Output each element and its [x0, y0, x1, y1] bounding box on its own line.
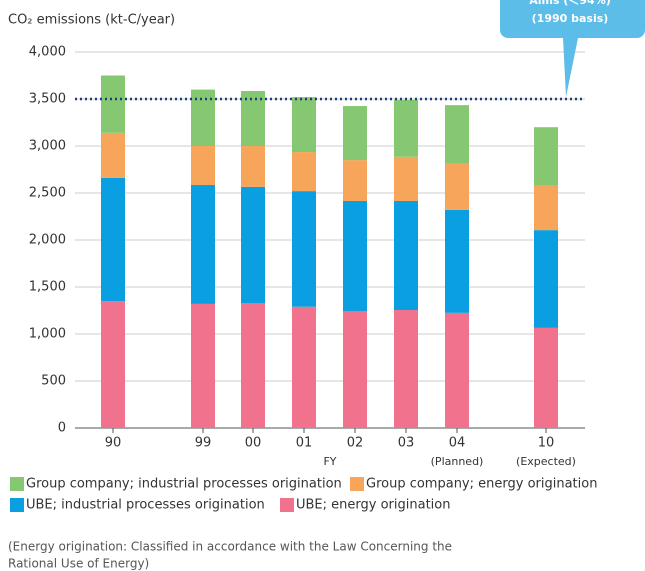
bar-segment [241, 146, 265, 187]
x-tick-label: 10 [538, 436, 555, 451]
legend-swatch [10, 498, 24, 512]
bar-segment [101, 177, 125, 302]
bar-segment [394, 99, 418, 157]
y-tick-label: 2,500 [29, 186, 66, 201]
bar-segment [445, 312, 469, 428]
bar-segment [445, 209, 469, 313]
bar-segment [292, 306, 316, 428]
x-tick-label: 02 [347, 436, 364, 451]
bar-segment [292, 191, 316, 307]
bar-segment [241, 302, 265, 428]
y-tick-label: 3,000 [29, 139, 66, 154]
legend-label: UBE; industrial processes origination [26, 498, 265, 513]
y-tick-label: 4,000 [29, 45, 66, 60]
legend-swatch [280, 498, 294, 512]
footnote: (Energy origination: Classified in accor… [8, 540, 452, 554]
y-tick-label: 3,500 [29, 92, 66, 107]
x-tick-sublabel: (Expected) [516, 455, 576, 468]
bar-segment [445, 163, 469, 210]
legend-swatch [10, 477, 24, 491]
bar-segment [394, 156, 418, 201]
bar-segment [101, 75, 125, 133]
footnote: Rational Use of Energy) [8, 557, 149, 571]
y-tick-label: 1,500 [29, 280, 66, 295]
legend-swatch [350, 477, 364, 491]
y-tick-label: 0 [58, 421, 66, 436]
bar-segment [534, 230, 558, 328]
bar-segment [241, 186, 265, 303]
bar-segment [343, 160, 367, 201]
y-tick-label: 500 [41, 374, 66, 389]
bar-segment [445, 105, 469, 164]
x-axis-label: FY [323, 455, 336, 468]
bar-segment [191, 146, 215, 186]
bar-segment [343, 106, 367, 161]
x-tick-label: 04 [449, 436, 466, 451]
x-tick-label: 03 [398, 436, 415, 451]
y-tick-label: 2,000 [29, 233, 66, 248]
callout-text: (1990 basis) [532, 12, 609, 25]
bar-segment [394, 310, 418, 428]
x-tick-sublabel: (Planned) [431, 455, 484, 468]
x-tick-label: 01 [296, 436, 313, 451]
bar-segment [534, 127, 558, 186]
legend-label: Group company; industrial processes orig… [26, 477, 342, 492]
bar-segment [191, 303, 215, 428]
chart-title: CO₂ emissions (kt-C/year) [8, 13, 175, 28]
x-tick-label: 00 [245, 436, 262, 451]
bar-segment [534, 185, 558, 231]
bar-segment [101, 301, 125, 428]
callout-text: Aims (＜94%) [529, 0, 611, 7]
x-tick-label: 99 [195, 436, 212, 451]
bar-segment [191, 185, 215, 304]
legend-label: Group company; energy origination [366, 477, 597, 492]
bar-segment [394, 200, 418, 311]
bar-segment [343, 310, 367, 428]
bar-segment [534, 327, 558, 428]
x-tick-label: 90 [105, 436, 122, 451]
bar-segment [101, 132, 125, 178]
callout [500, 0, 645, 97]
legend-label: UBE; energy origination [296, 498, 450, 513]
bar-segment [292, 152, 316, 192]
y-tick-label: 1,000 [29, 327, 66, 342]
bar-segment [343, 200, 367, 311]
bar-segment [292, 97, 316, 153]
